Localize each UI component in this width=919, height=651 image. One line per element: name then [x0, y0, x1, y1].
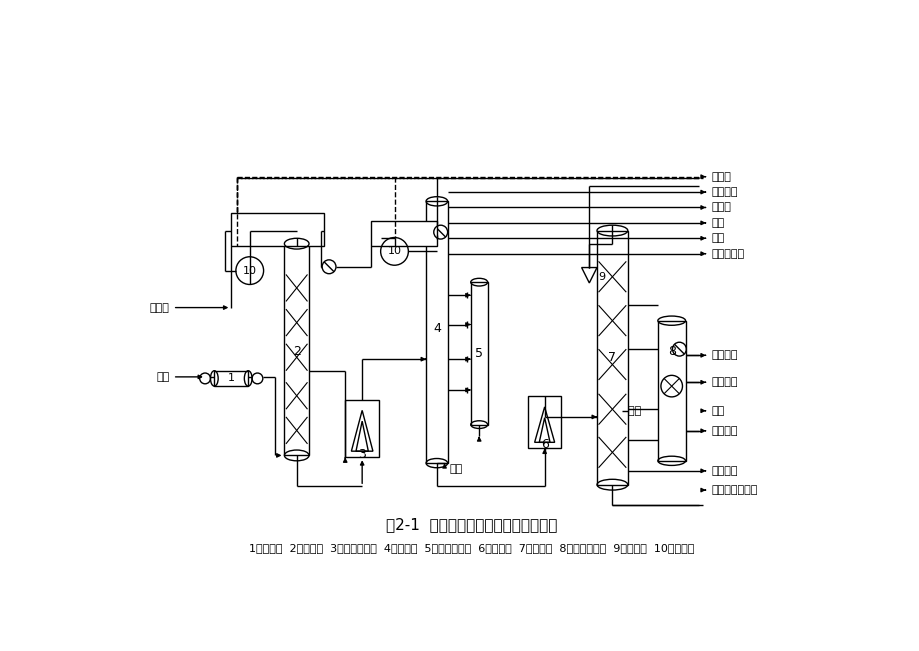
Text: 图2-1  常减压蒸馏装置工艺原则流程图: 图2-1 常减压蒸馏装置工艺原则流程图 [385, 518, 557, 533]
Bar [231, 213, 323, 246]
Text: 5: 5 [475, 347, 482, 360]
Text: 原油: 原油 [156, 372, 169, 382]
Text: -蒸汽: -蒸汽 [623, 406, 641, 416]
Text: 蒸汽: 蒸汽 [711, 406, 724, 416]
Text: 直馏汽油: 直馏汽油 [711, 187, 737, 197]
Text: 破乳剂: 破乳剂 [150, 303, 169, 312]
Text: 蒸汽: 蒸汽 [449, 464, 462, 475]
Bar [345, 400, 379, 458]
Bar [284, 243, 309, 456]
Text: 减压渣油: 减压渣油 [711, 466, 737, 476]
Text: 柴油: 柴油 [711, 233, 724, 243]
Bar [214, 370, 248, 386]
Text: 减四线油: 减四线油 [711, 426, 737, 436]
Bar [425, 201, 448, 463]
Bar [596, 230, 627, 485]
Text: 1: 1 [228, 374, 234, 383]
Text: 10: 10 [387, 246, 401, 256]
Text: 4: 4 [433, 322, 440, 335]
Text: 不燃气: 不燃气 [711, 172, 731, 182]
Text: 1、电脱盐  2、初馏塔  3、常压加热炉  4、常压塔  5、常压汽提塔  6、减压炉  7、减压塔  8、减压汽提塔  9、抽空器  10、中间罐: 1、电脱盐 2、初馏塔 3、常压加热炉 4、常压塔 5、常压汽提塔 6、减压炉 … [248, 543, 694, 553]
Bar [371, 221, 437, 246]
Text: 常压渣油去催化: 常压渣油去催化 [711, 485, 757, 495]
Text: 减三线油: 减三线油 [711, 378, 737, 387]
Bar [528, 396, 561, 449]
Text: 变压器油料: 变压器油料 [711, 249, 744, 258]
Text: 减二线油: 减二线油 [711, 350, 737, 360]
Text: 7: 7 [607, 351, 616, 364]
Text: 煤油: 煤油 [711, 218, 724, 228]
Text: 9: 9 [597, 271, 605, 282]
Text: 3: 3 [357, 448, 366, 461]
Text: 溶剂油: 溶剂油 [711, 202, 731, 212]
Text: 10: 10 [243, 266, 256, 275]
Text: 6: 6 [540, 438, 548, 451]
Text: 2: 2 [292, 345, 301, 358]
Bar [471, 282, 487, 424]
Bar [657, 321, 685, 461]
Text: 8: 8 [667, 345, 675, 358]
